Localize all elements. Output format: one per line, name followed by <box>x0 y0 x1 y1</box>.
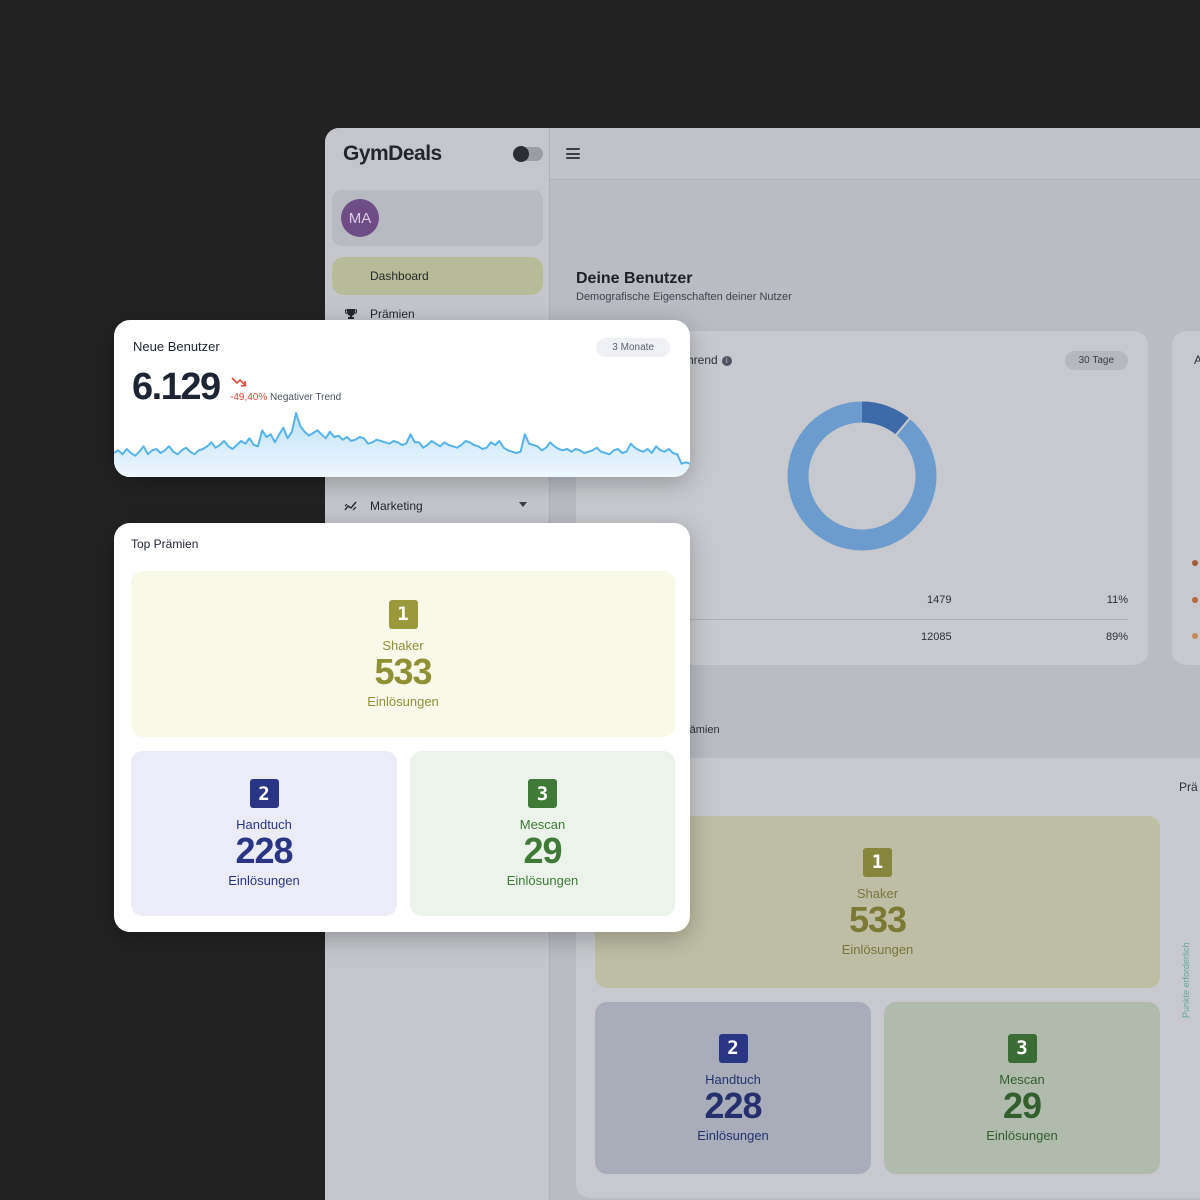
top-rewards-card: Top Prämien 1 Shaker 533 Einlösungen 2 H… <box>114 523 690 932</box>
new-users-card: Neue Benutzer 3 Monate 6.129 -49,40% Neg… <box>114 320 690 477</box>
chart-icon <box>344 499 358 513</box>
section-title: Deine Benutzer <box>576 270 693 287</box>
sidebar-item-marketing[interactable]: Marketing <box>332 487 543 525</box>
sidebar-item-label: Dashboard <box>370 269 429 283</box>
card-title: A <box>1194 353 1200 367</box>
metric-value: 6.129 <box>132 366 221 408</box>
row-value: 1479 <box>927 594 952 606</box>
partial-card: A <box>1172 331 1200 665</box>
trophy-icon <box>344 307 358 321</box>
reward-name: Mescan <box>999 1071 1045 1087</box>
trend-down-icon <box>231 377 247 387</box>
reward-unit: Einlösungen <box>986 1127 1058 1143</box>
legend-dot <box>1192 633 1198 639</box>
section-subtitle: rämien <box>686 724 720 736</box>
card-title: Top Prämien <box>131 537 199 551</box>
reward-name: Handtuch <box>236 817 292 832</box>
card-title: Neue Benutzer <box>133 339 220 354</box>
sparkline-chart <box>114 412 690 477</box>
reward-name: Shaker <box>382 637 424 653</box>
sidebar-item-label: Prämien <box>370 307 415 321</box>
card-title: Prä <box>1179 780 1198 794</box>
reward-rank-3[interactable]: 3 Mescan 29 Einlösungen <box>884 1002 1160 1174</box>
sparkline-line <box>114 412 690 465</box>
reward-unit: Einlösungen <box>697 1127 769 1143</box>
reward-value: 533 <box>848 898 907 940</box>
row-value: 12085 <box>921 631 952 643</box>
reward-value: 29 <box>523 830 562 871</box>
section-subtitle: Demografische Eigenschaften deiner Nutze… <box>576 291 792 303</box>
rank-badge: 1 <box>863 847 892 877</box>
legend-dot <box>1192 560 1198 566</box>
range-selector[interactable]: 30 Tage <box>1064 351 1128 370</box>
reward-unit: Einlösungen <box>506 873 579 888</box>
reward-name: Mescan <box>519 817 566 832</box>
reward-unit: Einlösungen <box>228 873 300 888</box>
sidebar-item-praemien[interactable]: Prämien <box>332 295 543 333</box>
axis-label: Punkte erforderlich <box>1181 942 1191 1018</box>
reward-value: 228 <box>704 1084 762 1126</box>
reward-name: Shaker <box>856 885 899 901</box>
top-bar <box>550 128 1200 180</box>
card-title: hrend i <box>687 353 732 367</box>
reward-unit: Einlösungen <box>841 941 914 957</box>
row-percent: 11% <box>1106 594 1128 606</box>
rank-badge: 2 <box>718 1033 748 1063</box>
reward-name: Handtuch <box>705 1071 761 1087</box>
theme-toggle[interactable] <box>513 146 543 162</box>
donut-chart <box>787 401 937 551</box>
rank-badge: 1 <box>388 599 418 629</box>
trend-text: -49,40% Negativer Trend <box>230 392 341 403</box>
divider <box>687 619 1128 620</box>
reward-value: 533 <box>374 650 432 692</box>
avatar[interactable]: MA <box>341 199 379 237</box>
sidebar-item-label: Marketing <box>370 499 423 513</box>
trend-label: Negativer Trend <box>270 392 342 403</box>
reward-rank-2[interactable]: 2 Handtuch 228 Einlösungen <box>595 1002 871 1174</box>
legend-dot <box>1192 597 1198 603</box>
menu-icon[interactable] <box>566 148 580 159</box>
row-percent: 89% <box>1105 631 1128 643</box>
trend-change: -49,40% <box>230 392 268 403</box>
rank-badge: 3 <box>1007 1033 1037 1063</box>
reward-unit: Einlösungen <box>367 693 439 709</box>
reward-rank-1[interactable]: 1 Shaker 533 Einlösungen <box>131 571 675 737</box>
donut-separator <box>895 417 911 436</box>
donut-ring <box>787 401 937 551</box>
rank-badge: 3 <box>528 779 557 808</box>
user-box[interactable]: MA <box>332 190 543 246</box>
info-icon[interactable]: i <box>721 355 732 366</box>
dashboard-icon <box>344 269 358 283</box>
reward-value: 228 <box>235 830 293 871</box>
reward-rank-2[interactable]: 2 Handtuch 228 Einlösungen <box>131 751 397 916</box>
reward-rank-3[interactable]: 3 Mescan 29 Einlösungen <box>410 751 675 916</box>
range-selector[interactable]: 3 Monate <box>596 338 670 357</box>
app-logo: GymDeals <box>343 142 442 165</box>
donut-slice <box>861 401 910 436</box>
chevron-down-icon[interactable] <box>519 502 527 507</box>
rank-badge: 2 <box>249 779 279 808</box>
reward-value: 29 <box>1002 1084 1042 1126</box>
sidebar-item-dashboard[interactable]: Dashboard <box>332 257 543 295</box>
